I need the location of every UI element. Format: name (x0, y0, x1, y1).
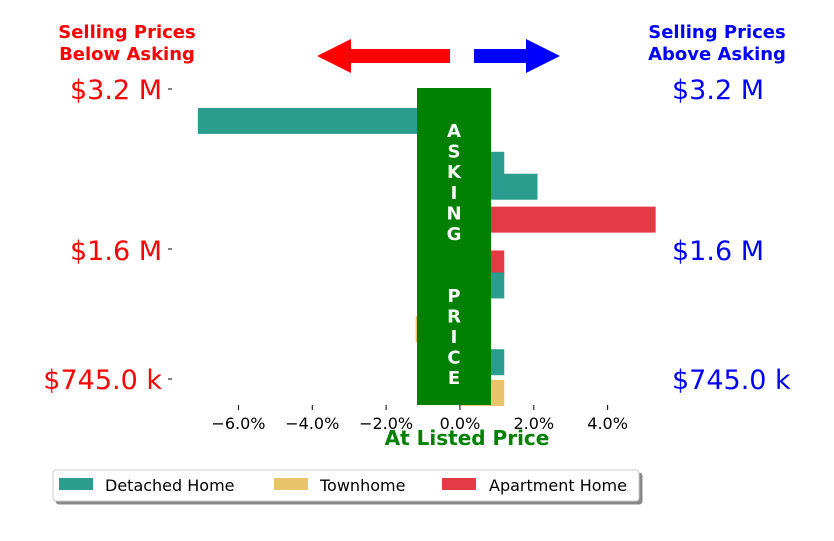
asking-price-letter: A (447, 121, 461, 142)
price-label-left-low: $745.0 k (43, 365, 162, 396)
price-label-right-mid: $1.6 M (672, 236, 764, 267)
bar-apartment-home (459, 206, 656, 233)
x-axis: −6.0% −4.0% −2.0% 0.0% 2.0% 4.0% (211, 405, 628, 433)
asking-price-letter: S (448, 142, 461, 163)
legend-swatch-detached-home (59, 478, 93, 490)
x-tick-label: 2.0% (513, 414, 554, 433)
legend-box (52, 469, 640, 502)
x-tick-label: −6.0% (211, 414, 265, 433)
header-above-line2: Above Asking (648, 44, 786, 65)
x-tick-label: 0.0% (440, 414, 481, 433)
header-above-line1: Selling Prices (648, 22, 785, 43)
asking-price-letter: R (447, 306, 461, 327)
below-asking-arrow-icon (317, 39, 450, 73)
asking-price-letter: I (451, 327, 458, 348)
asking-price-letter: N (446, 203, 461, 224)
legend-label-apartment-home: Apartment Home (489, 476, 627, 495)
price-label-left-high: $3.2 M (70, 75, 162, 106)
asking-price-letter: C (447, 348, 460, 369)
x-tick-label: 4.0% (587, 414, 628, 433)
x-tick-label: −2.0% (359, 414, 413, 433)
legend-label-detached-home: Detached Home (105, 476, 235, 495)
asking-price-letter: G (447, 224, 462, 245)
above-asking-arrow-icon (474, 39, 560, 73)
legend-label-townhome: Townhome (319, 476, 405, 495)
legend-swatch-apartment-home (442, 478, 476, 490)
x-axis-label: At Listed Price (385, 426, 550, 450)
price-label-right-low: $745.0 k (672, 365, 791, 396)
asking-price-letter: I (451, 183, 458, 204)
price-label-right-high: $3.2 M (672, 75, 764, 106)
asking-price-band (417, 88, 491, 405)
header-below-line1: Selling Prices (58, 22, 195, 43)
asking-price-letter: E (448, 368, 460, 389)
x-tick-label: −4.0% (285, 414, 339, 433)
header-below-line2: Below Asking (59, 44, 195, 65)
price-label-left-mid: $1.6 M (70, 236, 162, 267)
asking-price-letter: P (447, 286, 460, 307)
legend: Detached Home Townhome Apartment Home (52, 469, 640, 502)
bar-detached-home (197, 107, 460, 134)
asking-price-letter: K (447, 162, 462, 183)
legend-swatch-townhome (274, 478, 308, 490)
